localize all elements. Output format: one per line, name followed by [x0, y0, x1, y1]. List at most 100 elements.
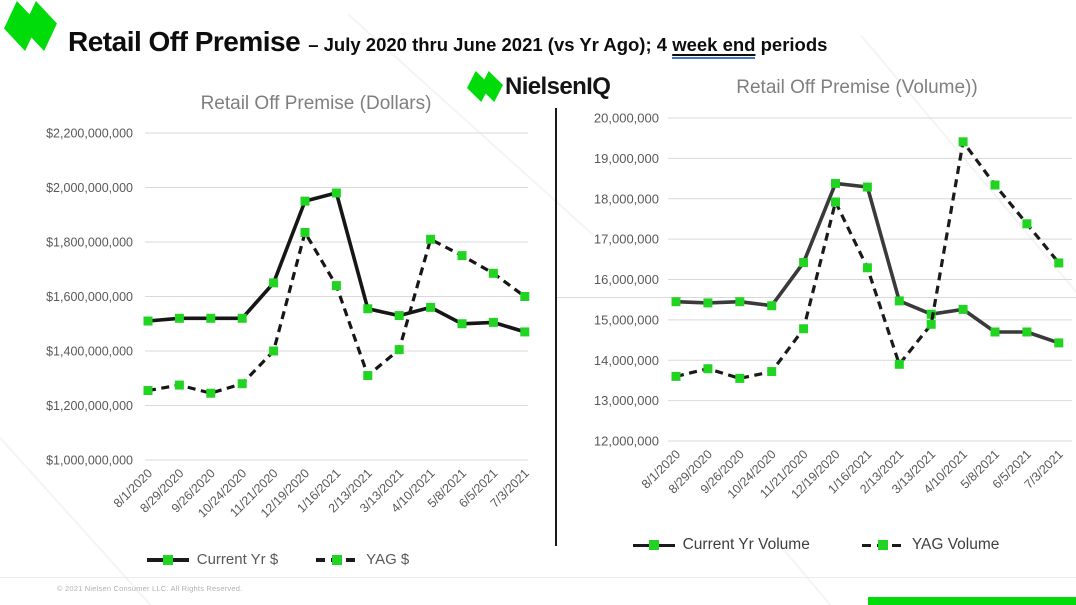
y-axis-tick-label: $1,000,000,000	[46, 454, 133, 468]
data-point-marker	[926, 319, 936, 329]
y-axis-tick-label: $1,600,000,000	[46, 290, 133, 304]
series-line-yag	[147, 230, 526, 395]
data-point-marker	[831, 178, 840, 188]
data-point-marker	[206, 313, 216, 323]
data-point-marker	[269, 346, 279, 356]
solid-line-marker-icon	[632, 540, 675, 551]
legend-label: Current Yr Volume	[682, 536, 810, 553]
data-point-marker	[1054, 338, 1064, 348]
data-point-marker	[862, 263, 872, 273]
data-point-marker	[426, 302, 436, 312]
data-point-marker	[1022, 219, 1032, 229]
data-point-marker	[767, 367, 777, 377]
data-point-marker	[457, 251, 467, 261]
y-axis-tick-label: 14,000,000	[594, 353, 659, 368]
nielseniq-logo-mark-icon	[4, 1, 57, 51]
y-axis-tick-label: 19,000,000	[594, 151, 659, 166]
data-point-marker	[767, 301, 777, 311]
page-title-main: Retail Off Premise	[68, 26, 301, 57]
data-point-marker	[671, 297, 681, 307]
nielseniq-logo-mark-icon	[467, 71, 503, 102]
legend-item-current-yr-volume: Current Yr Volume	[632, 536, 810, 554]
series-line-current-yr	[675, 181, 1060, 345]
legend-label: YAG $	[366, 551, 410, 568]
y-axis-tick-label: 17,000,000	[594, 232, 659, 247]
legend-item-yag-volume: YAG Volume	[861, 536, 1000, 554]
data-point-marker	[958, 304, 968, 314]
nielseniq-logo-text: NielsenIQ	[505, 72, 611, 100]
data-point-marker	[237, 379, 247, 389]
data-point-marker	[300, 196, 310, 206]
data-point-marker	[862, 182, 872, 192]
data-point-marker	[269, 278, 279, 288]
data-point-marker	[520, 327, 530, 337]
data-point-marker	[703, 364, 713, 374]
y-axis-tick-label: 18,000,000	[594, 191, 659, 206]
data-point-marker	[174, 313, 184, 323]
y-axis-tick-label: $1,200,000,000	[46, 399, 133, 413]
legend-item-yag-dollars: YAG $	[316, 551, 409, 568]
data-point-marker	[926, 309, 936, 319]
y-axis-tick-label: 13,000,000	[594, 393, 659, 408]
data-point-marker	[488, 268, 498, 278]
data-point-marker	[990, 180, 1000, 190]
data-point-marker	[394, 311, 404, 321]
subtitle-underlined-text: week end	[672, 34, 756, 59]
y-axis-tick-label: $1,800,000,000	[46, 236, 133, 250]
legend-item-current-yr-dollars: Current Yr $	[146, 551, 279, 568]
page-title-subtitle: – July 2020 thru June 2021 (vs Yr Ago); …	[308, 34, 828, 59]
right-chart-legend: Current Yr Volume YAG Volume	[556, 536, 1076, 554]
data-point-marker	[703, 298, 713, 308]
data-point-marker	[394, 345, 404, 355]
data-point-marker	[894, 359, 904, 369]
y-axis-tick-label: $2,000,000,000	[46, 181, 133, 195]
dashed-line-marker-icon	[861, 540, 904, 551]
data-point-marker	[143, 386, 153, 396]
solid-line-marker-icon	[146, 554, 189, 565]
data-point-marker	[1022, 327, 1032, 337]
y-axis-tick-label: $1,400,000,000	[46, 345, 133, 359]
data-point-marker	[331, 188, 341, 198]
nielseniq-logo: NielsenIQ	[467, 71, 611, 102]
data-point-marker	[735, 297, 745, 307]
subtitle-prefix: – July 2020 thru June 2021 (vs Yr Ago); …	[308, 34, 673, 55]
data-point-marker	[143, 316, 153, 326]
data-point-marker	[300, 227, 310, 237]
data-point-marker	[331, 281, 341, 291]
data-point-marker	[174, 380, 184, 390]
dashed-line-marker-icon	[316, 554, 359, 565]
subtitle-suffix: periods	[755, 34, 828, 55]
y-axis-tick-label: 12,000,000	[594, 434, 659, 449]
data-point-marker	[488, 317, 498, 327]
legend-label: Current Yr $	[196, 551, 279, 568]
data-point-marker	[363, 371, 373, 381]
background-horizontal-line	[556, 297, 1076, 298]
data-point-marker	[799, 324, 809, 334]
data-point-marker	[990, 327, 1000, 337]
data-point-marker	[206, 388, 216, 398]
footer-accent-bar	[868, 597, 1076, 605]
y-axis-tick-label: 15,000,000	[594, 312, 659, 327]
data-point-marker	[958, 137, 968, 147]
y-axis-tick-label: 16,000,000	[594, 272, 659, 287]
data-point-marker	[894, 296, 904, 306]
data-point-marker	[1054, 258, 1064, 268]
series-line-current-yr	[147, 191, 526, 334]
data-point-marker	[520, 292, 530, 301]
data-point-marker	[237, 313, 247, 323]
legend-label: YAG Volume	[911, 536, 1000, 553]
copyright-text: © 2021 Nielsen Consumer LLC. All Rights …	[57, 584, 243, 593]
footer-divider-line	[0, 577, 1076, 578]
data-point-marker	[671, 371, 681, 381]
data-point-marker	[426, 234, 436, 244]
data-point-marker	[363, 304, 373, 314]
data-point-marker	[457, 319, 467, 329]
left-chart-legend: Current Yr $ YAG $	[0, 551, 556, 568]
y-axis-tick-label: $2,200,000,000	[46, 127, 133, 141]
data-point-marker	[831, 197, 840, 207]
y-axis-tick-label: 20,000,000	[594, 111, 659, 126]
series-line-yag	[675, 140, 1061, 380]
left-chart-title: Retail Off Premise (Dollars)	[200, 93, 432, 114]
